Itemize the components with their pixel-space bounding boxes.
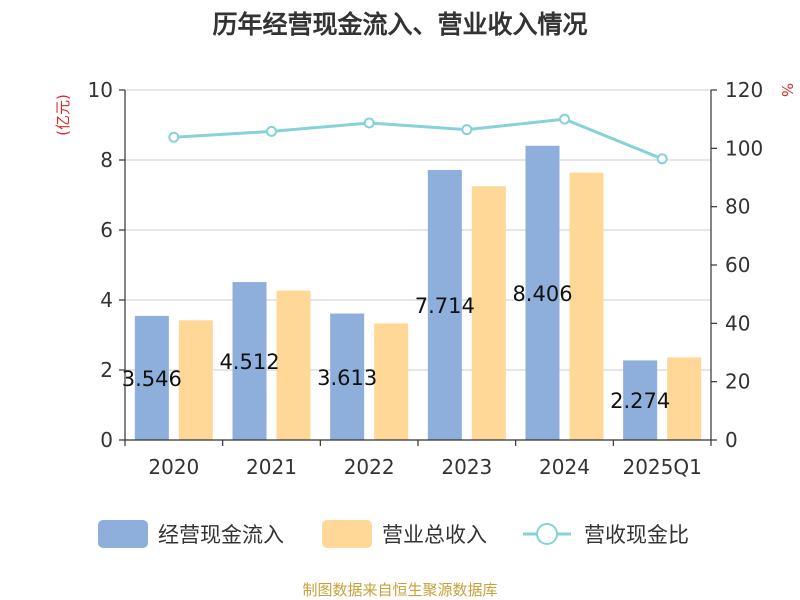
right-axis-unit: % xyxy=(778,83,796,97)
data-label-cash-inflow: 4.512 xyxy=(219,350,279,374)
bar-revenue xyxy=(569,172,604,440)
right-tick-label: 100 xyxy=(725,136,763,160)
ratio-point xyxy=(168,131,180,143)
bar-cash-inflow xyxy=(330,313,365,440)
ratio-point xyxy=(266,125,277,137)
bar-revenue xyxy=(471,186,506,440)
x-tick-label: 2020 xyxy=(148,455,199,479)
ratio-line-path xyxy=(173,117,663,161)
data-label-cash-inflow: 3.613 xyxy=(317,366,377,390)
left-tick-label: 6 xyxy=(100,218,113,242)
legend-swatch-revenue xyxy=(322,520,372,548)
x-tick-label: 2025Q1 xyxy=(622,455,701,479)
legend-marker-ratio xyxy=(536,523,558,545)
ratio-point xyxy=(363,117,375,129)
right-tick-label: 80 xyxy=(725,195,750,219)
ratio-point xyxy=(461,124,473,136)
data-label-cash-inflow: 3.546 xyxy=(122,367,182,391)
left-tick-label: 0 xyxy=(100,428,113,452)
data-labels: 3.546 4.512 3.613 7.714 8.406 2.274 xyxy=(122,282,670,413)
ratio-point xyxy=(559,113,570,125)
legend-swatch-cash-inflow xyxy=(98,520,148,548)
right-tick-label: 60 xyxy=(725,253,750,277)
legend: 经营现金流入 营业总收入 营收现金比 xyxy=(98,520,689,548)
ratio-point xyxy=(656,153,668,165)
legend-label-ratio: 营收现金比 xyxy=(584,523,689,547)
left-tick-label: 8 xyxy=(100,148,113,172)
bar-cash-inflow xyxy=(623,360,658,440)
bars xyxy=(134,145,702,441)
chart-title: 历年经营现金流入、营业收入情况 xyxy=(212,10,587,39)
left-tick-label: 2 xyxy=(100,358,113,382)
bar-revenue xyxy=(178,320,213,440)
data-label-cash-inflow: 7.714 xyxy=(415,294,475,318)
source-note: 制图数据来自恒生聚源数据库 xyxy=(302,581,497,599)
bar-cash-inflow xyxy=(232,282,267,440)
right-tick-label: 20 xyxy=(725,370,750,394)
bar-revenue xyxy=(667,357,702,440)
legend-label-cash-inflow: 经营现金流入 xyxy=(158,523,284,547)
left-tick-label: 10 xyxy=(88,78,113,102)
gridlines xyxy=(125,89,711,371)
x-tick-label: 2024 xyxy=(539,455,590,479)
x-tick-label: 2022 xyxy=(344,455,395,479)
bar-cash-inflow xyxy=(134,315,169,440)
bar-revenue xyxy=(374,323,409,440)
x-tick-label: 2023 xyxy=(441,455,492,479)
bar-cash-inflow xyxy=(427,170,462,440)
bar-cash-inflow xyxy=(525,145,560,441)
left-tick-label: 4 xyxy=(100,288,113,312)
right-tick-label: 0 xyxy=(725,428,738,452)
left-axis-unit: (亿元) xyxy=(54,94,72,136)
bar-revenue xyxy=(276,290,311,440)
right-tick-label: 120 xyxy=(725,78,763,102)
legend-label-revenue: 营业总收入 xyxy=(382,523,487,547)
x-tick-label: 2021 xyxy=(246,455,297,479)
data-label-cash-inflow: 8.406 xyxy=(512,282,572,306)
right-tick-label: 40 xyxy=(725,311,750,335)
data-label-cash-inflow: 2.274 xyxy=(610,389,670,413)
ratio-line xyxy=(168,113,668,165)
